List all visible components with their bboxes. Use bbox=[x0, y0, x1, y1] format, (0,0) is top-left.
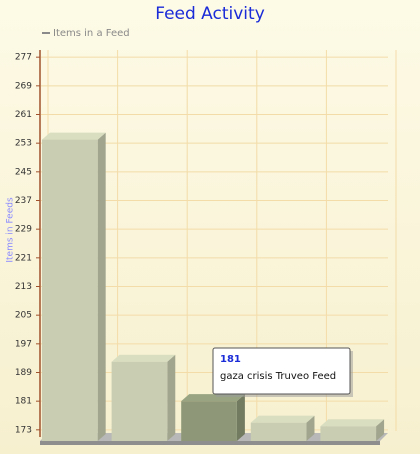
tooltip-value: 181 bbox=[220, 354, 241, 365]
bar bbox=[320, 426, 377, 441]
bar-side bbox=[97, 132, 106, 442]
bar bbox=[250, 422, 307, 441]
tooltip-box bbox=[212, 347, 351, 395]
y-tick-label: 277 bbox=[15, 53, 32, 63]
y-tick-label: 253 bbox=[15, 139, 32, 149]
floor-front bbox=[40, 441, 380, 445]
y-tick-label: 269 bbox=[15, 81, 32, 91]
y-tick-label: 221 bbox=[15, 253, 32, 263]
y-tick-label: 245 bbox=[15, 167, 32, 177]
bar-side bbox=[167, 354, 176, 441]
tooltip-label: gaza crisis Truveo Feed bbox=[220, 371, 336, 382]
y-tick-label: 205 bbox=[15, 311, 32, 321]
y-tick-label: 181 bbox=[15, 397, 32, 407]
y-tick-label: 229 bbox=[15, 225, 32, 235]
bar bbox=[42, 139, 98, 442]
bar-top bbox=[250, 415, 315, 423]
tooltip: 181 gaza crisis Truveo Feed bbox=[212, 347, 353, 397]
y-tick-label: 189 bbox=[15, 368, 32, 378]
bar-top bbox=[111, 354, 176, 362]
bar-side bbox=[236, 394, 245, 441]
y-tick-label: 197 bbox=[15, 339, 32, 349]
y-tick-label: 213 bbox=[15, 282, 32, 292]
legend-label: Items in a Feed bbox=[53, 28, 130, 39]
y-axis-label: Items in Feeds bbox=[6, 197, 16, 263]
y-tick-label: 173 bbox=[15, 425, 32, 435]
y-tick-label: 237 bbox=[15, 196, 32, 206]
bar-side bbox=[306, 415, 315, 441]
bar bbox=[111, 361, 168, 441]
bar-top bbox=[42, 132, 106, 140]
y-tick-label: 261 bbox=[15, 110, 32, 120]
bar-side bbox=[376, 419, 385, 441]
chart-title: Feed Activity bbox=[155, 4, 265, 24]
bar bbox=[181, 401, 237, 441]
bar-top bbox=[320, 419, 385, 427]
